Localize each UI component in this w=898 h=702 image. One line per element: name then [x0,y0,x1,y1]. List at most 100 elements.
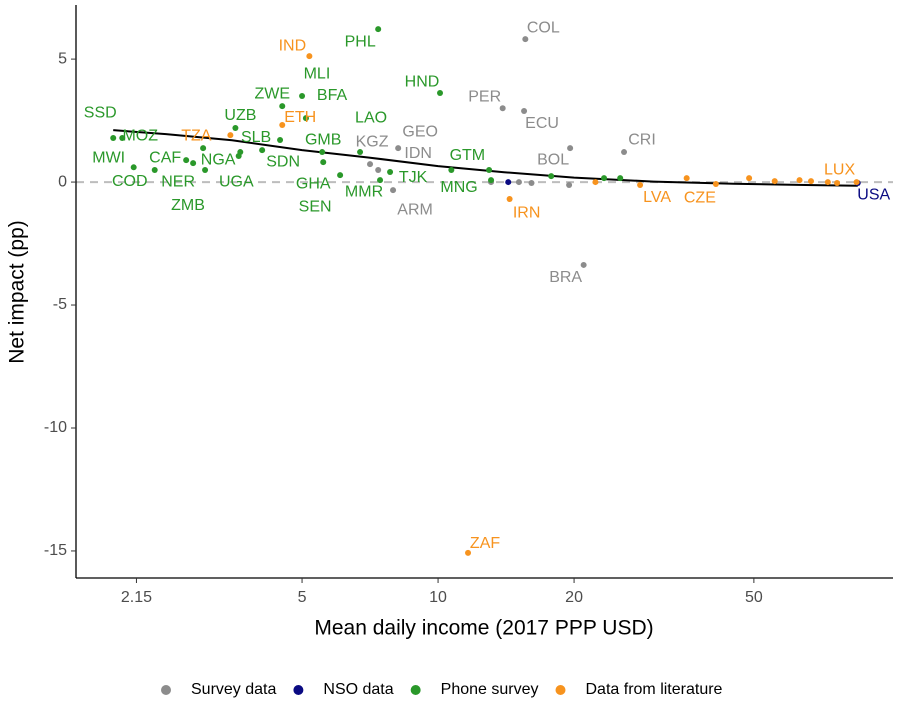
point-label: NGA [201,151,236,168]
point-label: USA [857,186,890,203]
point [395,145,402,152]
point [279,103,286,110]
point-label: ZMB [171,197,205,214]
point [808,178,815,185]
point-label: GTM [450,147,486,164]
point [279,122,286,129]
point-label: LUX [824,161,855,178]
point-label: CZE [684,189,716,206]
point-label: SSD [84,104,117,121]
point-label: UZB [224,107,256,124]
x-tick-label: 50 [745,589,763,606]
point-label: ETH [284,109,316,126]
point [580,261,587,268]
point-label: TZA [181,127,212,144]
point [375,167,382,174]
point [110,135,117,142]
point-label: IRN [513,204,541,221]
point [488,177,495,184]
point [387,168,394,175]
point [337,172,344,179]
point [601,175,608,182]
point-label: HND [405,73,440,90]
point [299,92,306,99]
point [306,53,313,60]
point [521,107,528,114]
x-tick-label: 20 [565,589,583,606]
point-label: KGZ [356,133,389,150]
x-axis-title: Mean daily income (2017 PPP USD) [314,617,653,640]
point-label: ECU [525,115,559,132]
point [528,180,535,187]
point [375,26,382,33]
legend-marker [293,685,304,695]
x-tick-label: 2.15 [121,589,152,606]
point [505,179,512,186]
point-label: UGA [219,173,254,190]
y-tick-label: -10 [44,419,67,436]
x-tick-label: 10 [429,589,447,606]
point-label: ARM [397,201,433,218]
point-label: MLI [304,65,331,82]
point-label: MWI [92,150,125,167]
point [567,145,574,152]
point [746,175,753,182]
fit-line [113,129,858,187]
point [235,152,242,159]
point-label: BFA [317,87,348,104]
point [621,149,628,156]
point [183,157,190,164]
point-label: PHL [345,33,376,50]
y-tick-label: -15 [44,542,67,559]
point [499,105,506,112]
y-tick-label: 0 [58,173,67,190]
point [390,187,397,194]
point-label: SLB [241,129,271,146]
point-label: ZAF [470,535,500,552]
point-label: MOZ [122,127,158,144]
point [566,182,573,189]
point [637,182,644,189]
point [617,175,624,182]
legend-label: NSO data [323,681,393,698]
point-label: NER [161,173,195,190]
point-label: SEN [299,198,332,215]
point [465,549,472,556]
point-label: GHA [296,175,331,192]
point-label: BRA [549,269,582,286]
point [227,132,234,139]
point [302,115,309,122]
point-label: MNG [440,179,477,196]
point [377,177,384,184]
point [320,159,327,166]
point-label: CRI [628,131,656,148]
point [130,164,137,171]
point-label: GMB [305,131,341,148]
point [319,149,326,156]
point-label: IND [279,37,307,54]
point [506,196,513,203]
point [522,36,529,43]
legend-marker [161,685,171,695]
point-label: LVA [643,189,671,206]
point [515,179,522,186]
point-label: GEO [402,123,438,140]
point [367,161,374,168]
point [712,181,719,188]
point [357,149,364,156]
point [824,179,831,186]
point-label: COL [527,19,560,36]
point [437,90,444,97]
legend-marker [555,685,566,695]
point [119,135,126,142]
point [834,180,841,187]
legend-marker [410,685,421,695]
point-label: COD [112,173,148,190]
point [771,178,778,185]
point-label: IDN [404,145,432,162]
point-label: CAF [149,149,181,166]
point-label: SDN [266,153,300,170]
point-label: PER [468,89,501,106]
point [548,173,555,180]
